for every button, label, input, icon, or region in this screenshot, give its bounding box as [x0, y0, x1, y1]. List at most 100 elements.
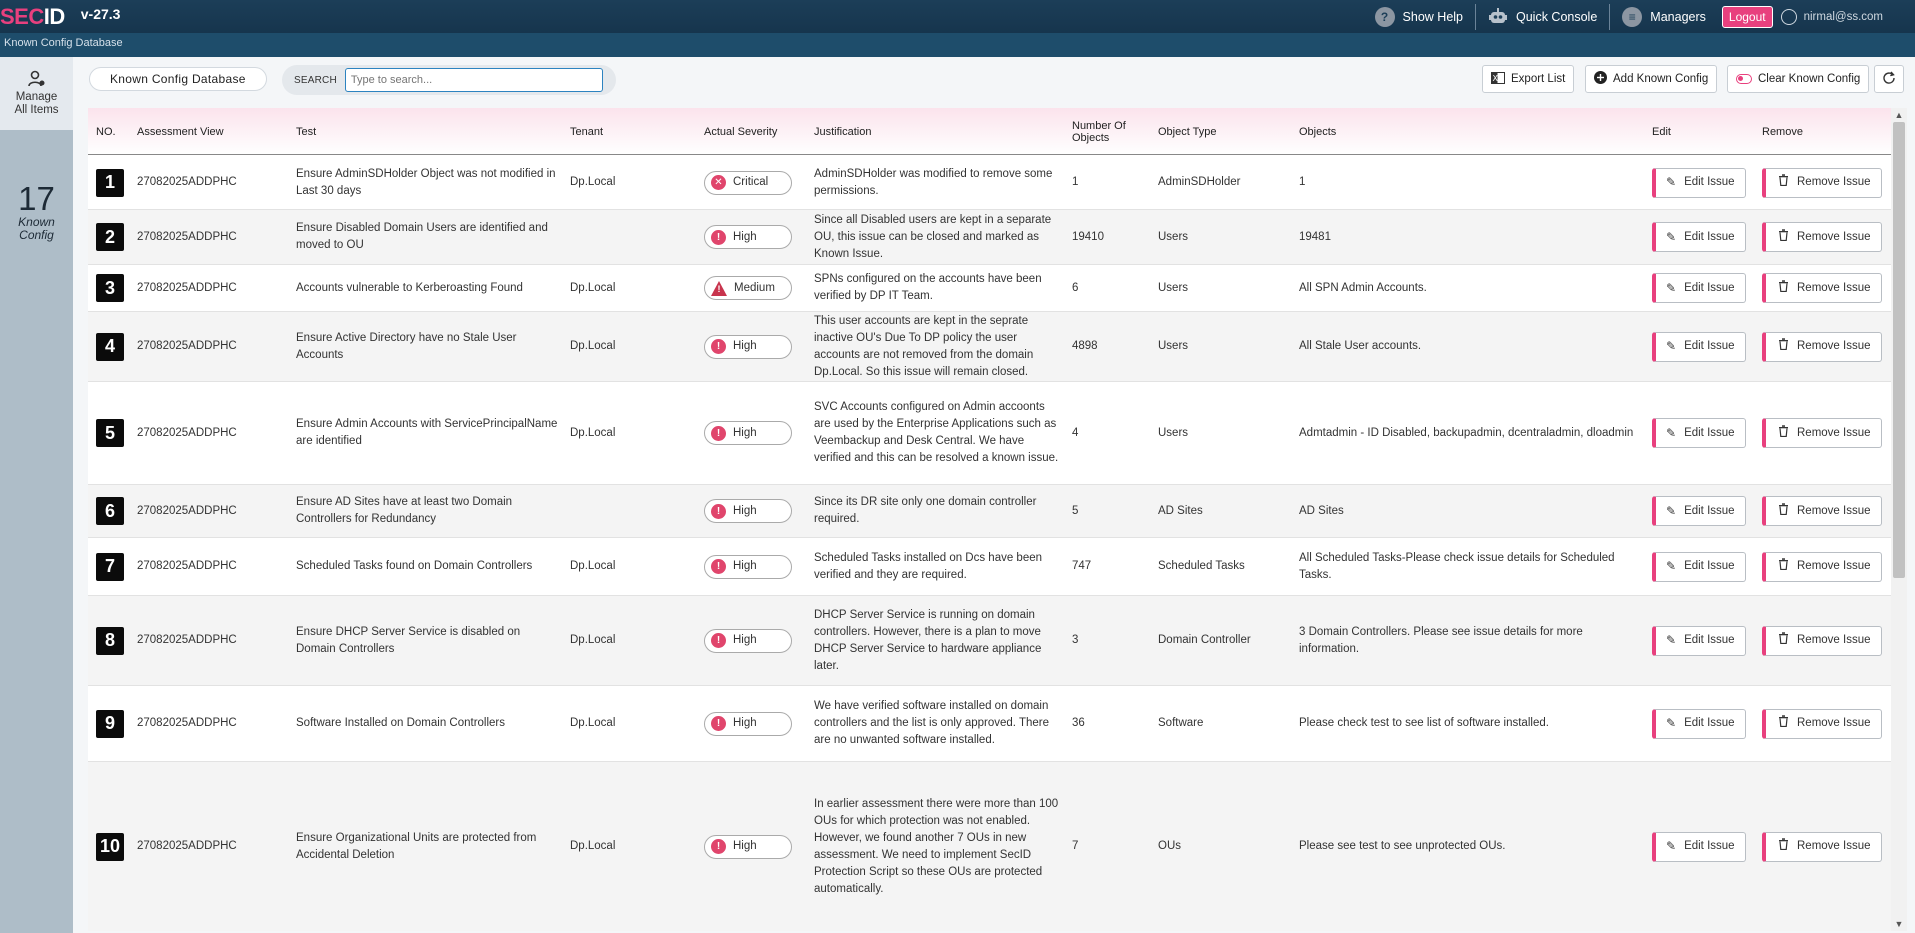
- search-input[interactable]: [344, 68, 603, 92]
- table-row: 7 27082025ADDPHC Scheduled Tasks found on …: [88, 538, 1891, 596]
- objects-cell: All Stale User accounts.: [1299, 340, 1422, 352]
- warning-triangle-icon: !: [711, 280, 727, 296]
- export-list-button[interactable]: X Export List: [1482, 65, 1575, 93]
- edit-issue-button[interactable]: ✎ Edit Issue: [1652, 831, 1746, 862]
- add-known-config-button[interactable]: Add Known Config: [1585, 65, 1718, 93]
- edit-issue-button[interactable]: ✎ Edit Issue: [1652, 708, 1746, 739]
- justification-cell: In earlier assessment there were more th…: [814, 797, 1059, 895]
- clear-known-config-button[interactable]: Clear Known Config: [1727, 65, 1870, 93]
- top-bar: SECID v-27.3 ? Show Help Quick Console ≡…: [0, 0, 1915, 33]
- remove-cell: Remove Issue: [1762, 762, 1882, 931]
- remove-issue-button[interactable]: Remove Issue: [1762, 625, 1882, 656]
- object-type-cell: Users: [1158, 281, 1189, 294]
- edit-cell: ✎ Edit Issue: [1652, 485, 1746, 537]
- edit-cell: ✎ Edit Issue: [1652, 210, 1746, 264]
- row-number-cell: 5: [96, 382, 124, 484]
- critical-x-icon: ✕: [711, 175, 726, 190]
- remove-cell: Remove Issue: [1762, 382, 1882, 484]
- severity-label: High: [733, 840, 757, 852]
- edit-issue-label: Edit Issue: [1684, 230, 1735, 243]
- manage-line1: Manage: [15, 91, 58, 103]
- tenant-cell: Dp.Local: [570, 340, 616, 352]
- header-object-type: Object Type: [1158, 125, 1217, 138]
- table-scrollbar[interactable]: ▲ ▼: [1891, 108, 1907, 931]
- edit-issue-button[interactable]: ✎ Edit Issue: [1652, 496, 1746, 526]
- edit-issue-button[interactable]: ✎ Edit Issue: [1652, 222, 1746, 252]
- remove-issue-label: Remove Issue: [1797, 281, 1871, 294]
- edit-issue-label: Edit Issue: [1684, 340, 1735, 352]
- tenant-cell: Dp.Local: [570, 717, 616, 729]
- trash-icon: [1778, 228, 1789, 246]
- pencil-icon: ✎: [1666, 280, 1677, 295]
- table-row: 3 27082025ADDPHC Accounts vulnerable to Ke…: [88, 265, 1891, 312]
- remove-issue-button[interactable]: Remove Issue: [1762, 496, 1882, 526]
- edit-issue-label: Edit Issue: [1684, 560, 1735, 572]
- remove-issue-button[interactable]: Remove Issue: [1762, 331, 1882, 362]
- remove-issue-button[interactable]: Remove Issue: [1762, 222, 1882, 252]
- quick-console-button[interactable]: Quick Console: [1476, 0, 1609, 33]
- number-of-objects-cell: 19410: [1072, 230, 1104, 243]
- remove-issue-button[interactable]: Remove Issue: [1762, 273, 1882, 303]
- edit-cell: ✎ Edit Issue: [1652, 538, 1746, 595]
- managers-button[interactable]: ≡ Managers: [1610, 0, 1718, 33]
- severity-label: Critical: [733, 176, 769, 188]
- edit-cell: ✎ Edit Issue: [1652, 265, 1746, 311]
- header-objects: Objects: [1299, 125, 1337, 138]
- user-menu[interactable]: nirmal@ss.com: [1780, 8, 1915, 25]
- user-gear-icon: [27, 70, 46, 89]
- export-list-label: Export List: [1511, 73, 1566, 85]
- test-cell: Ensure AD Sites have at least two Domain…: [296, 496, 513, 525]
- remove-issue-button[interactable]: Remove Issue: [1762, 167, 1882, 198]
- excel-icon: X: [1491, 71, 1505, 87]
- edit-issue-button[interactable]: ✎ Edit Issue: [1652, 418, 1746, 448]
- edit-issue-label: Edit Issue: [1684, 426, 1735, 439]
- row-number-badge: 10: [96, 832, 124, 861]
- assessment-view-cell: 27082025ADDPHC: [137, 840, 237, 852]
- remove-issue-button[interactable]: Remove Issue: [1762, 551, 1882, 582]
- edit-issue-button[interactable]: ✎ Edit Issue: [1652, 625, 1746, 656]
- test-cell: Ensure Admin Accounts with ServicePrinci…: [296, 418, 558, 447]
- remove-issue-button[interactable]: Remove Issue: [1762, 708, 1882, 739]
- managers-label: Managers: [1650, 9, 1706, 24]
- remove-cell: Remove Issue: [1762, 538, 1882, 595]
- remove-issue-button[interactable]: Remove Issue: [1762, 831, 1882, 862]
- refresh-button[interactable]: [1874, 65, 1904, 93]
- table-row: 9 27082025ADDPHC Software Installed on Dom…: [88, 686, 1891, 762]
- header-no: NO.: [96, 125, 116, 138]
- table-row: 10 27082025ADDPHC Ensure Organizational Un…: [88, 762, 1891, 931]
- severity-label: High: [733, 717, 757, 729]
- scroll-down-arrow-icon[interactable]: ▼: [1894, 919, 1904, 929]
- objects-cell: 1: [1299, 176, 1306, 188]
- edit-issue-button[interactable]: ✎ Edit Issue: [1652, 551, 1746, 582]
- severity-cell: ✕ Critical: [704, 156, 792, 209]
- row-number-badge: 1: [96, 168, 124, 197]
- remove-cell: Remove Issue: [1762, 596, 1882, 685]
- object-type-cell: AD Sites: [1158, 504, 1203, 517]
- severity-label: High: [733, 230, 757, 243]
- tenant-cell: Dp.Local: [570, 176, 616, 188]
- manage-all-items-button[interactable]: Manage All Items: [0, 57, 73, 130]
- show-help-button[interactable]: ? Show Help: [1363, 0, 1475, 33]
- edit-issue-button[interactable]: ✎ Edit Issue: [1652, 331, 1746, 362]
- trash-icon: [1778, 632, 1789, 649]
- severity-label: High: [733, 634, 757, 646]
- logout-button[interactable]: Logout: [1721, 5, 1773, 28]
- high-alert-icon: !: [711, 229, 726, 245]
- number-of-objects-cell: 4: [1072, 426, 1079, 439]
- remove-issue-label: Remove Issue: [1797, 840, 1871, 852]
- edit-issue-button[interactable]: ✎ Edit Issue: [1652, 167, 1746, 198]
- objects-cell: Please see test to see unprotected OUs.: [1299, 840, 1506, 852]
- edit-issue-button[interactable]: ✎ Edit Issue: [1652, 273, 1746, 303]
- scroll-up-arrow-icon[interactable]: ▲: [1894, 110, 1904, 120]
- severity-label: High: [733, 560, 757, 572]
- scroll-thumb[interactable]: [1893, 122, 1905, 578]
- number-of-objects-cell: 3: [1072, 634, 1079, 646]
- left-panel: Manage All Items 17 Known Config: [0, 57, 73, 933]
- pencil-icon: ✎: [1666, 425, 1677, 440]
- remove-issue-button[interactable]: Remove Issue: [1762, 418, 1882, 448]
- header-edit: Edit: [1652, 125, 1671, 138]
- known-config-table: NO. Assessment View Test Tenant Actual S…: [88, 108, 1891, 931]
- severity-badge: ! High: [704, 554, 792, 579]
- object-type-cell: Users: [1158, 426, 1189, 439]
- known-config-count: 17 Known Config: [0, 130, 73, 242]
